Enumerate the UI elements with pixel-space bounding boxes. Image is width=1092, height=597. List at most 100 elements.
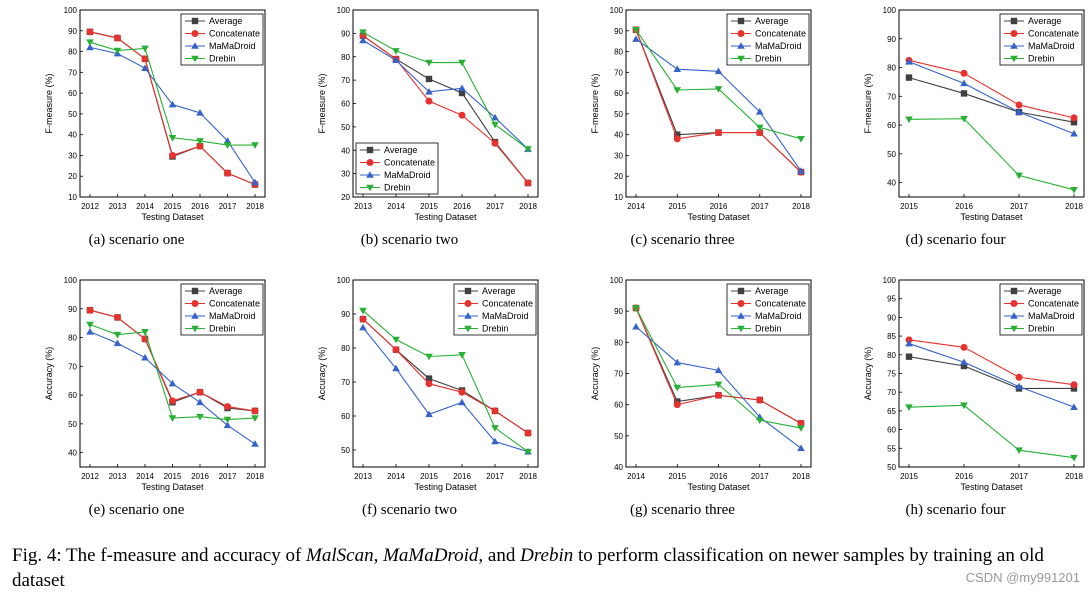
data-point-concatenate [756,396,764,404]
x-tick-label: 2018 [792,472,810,481]
data-point-drebin [196,413,204,421]
x-tick-label: 2016 [955,472,973,481]
y-tick-label: 100 [337,276,351,285]
data-point-average [1070,119,1078,126]
y-tick-label: 80 [68,334,77,343]
legend-marker-concatenate [737,30,745,37]
legend: Average Concatenate MaMaDroid Drebin [726,283,810,336]
legend-marker-drebin [1010,55,1018,63]
legend-marker-average [1010,287,1018,295]
data-point-mamadroid [1070,403,1078,410]
y-tick-label: 100 [883,276,897,285]
y-tick-label: 90 [68,27,77,36]
plot-frame [898,9,1085,198]
y-axis-title: F-measure (%) [863,73,873,133]
y-tick-label: 60 [887,121,896,130]
x-axis-title: Testing Dataset [414,482,477,492]
legend-marker-mamadroid [1010,42,1018,49]
x-axis-title: Testing Dataset [687,212,750,222]
data-point-concatenate [458,388,466,396]
data-point-mamadroid [86,43,94,51]
data-point-mamadroid [491,437,499,445]
data-point-mamadroid [223,137,232,144]
data-point-concatenate [458,111,466,119]
x-axis-title: Testing Dataset [141,212,204,222]
x-axis-title: Testing Dataset [687,482,750,492]
data-point-mamadroid [1070,129,1078,137]
y-tick-label: 100 [883,6,897,15]
data-point-mamadroid [797,444,805,452]
legend-label-drebin: Drebin [755,54,782,64]
y-tick-label: 40 [887,179,896,188]
series-line-average [908,77,1075,123]
panel-caption: (e) scenario one [88,502,185,518]
data-point-concatenate [425,97,433,105]
x-tick-label: 2018 [792,202,810,211]
caption-prefix: Fig. 4: The f-measure and accuracy of [12,545,307,566]
x-tick-label: 2012 [81,472,99,481]
data-point-mamadroid [251,440,259,447]
panel-caption: (d) scenario four [905,232,1006,248]
legend: Average Concatenate MaMaDroid Drebin [999,283,1083,336]
y-tick-label: 70 [68,68,77,77]
data-point-drebin [491,121,499,129]
x-tick-label: 2013 [109,472,127,481]
y-tick-label: 80 [614,338,623,347]
data-point-concatenate [224,403,231,411]
legend-label-concatenate: Concatenate [755,299,806,309]
data-point-drebin [632,26,640,34]
chart-panel-d: 40 50 60 70 80 90 100 2015 2016 2017 2018 Testing D… [819,0,1092,270]
data-point-average [425,75,433,83]
legend-label-average: Average [755,16,788,26]
chart-c: 10 20 30 40 50 60 70 80 90 100 2014 2015 2016 2017 201… [590,6,812,222]
y-axis-title: F-measure (%) [590,73,600,133]
data-point-mamadroid [141,64,149,71]
data-point-average [960,90,968,97]
data-point-concatenate [114,313,121,321]
data-point-drebin [251,415,259,422]
x-tick-label: 2013 [354,472,372,481]
data-point-drebin [359,29,367,37]
y-tick-label: 60 [887,426,896,435]
x-tick-label: 2017 [1010,472,1028,481]
panel-caption: (g) scenario three [630,502,735,518]
legend-label-concatenate: Concatenate [1028,299,1079,309]
series-line-concatenate [908,59,1075,119]
panel-caption: (c) scenario three [630,232,735,248]
data-point-mamadroid [797,167,805,174]
legend: Average Concatenate MaMaDroid Drebin [355,142,439,195]
data-point-drebin [168,415,177,422]
legend-label-average: Average [1028,286,1061,296]
legend-label-mamadroid: MaMaDroid [209,311,256,321]
y-tick-label: 85 [887,332,896,341]
data-point-mamadroid [673,358,682,366]
legend-marker-average [737,287,745,295]
data-point-mamadroid [425,88,433,95]
data-point-concatenate [114,34,121,42]
x-tick-label: 2013 [109,202,127,211]
data-point-mamadroid [196,109,204,116]
series-line-average [908,356,1074,390]
x-axis-title: Testing Dataset [960,212,1023,222]
y-tick-label: 100 [64,6,78,15]
data-point-concatenate [1070,114,1078,122]
y-tick-label: 80 [887,351,896,360]
y-tick-label: 80 [341,344,350,353]
data-point-concatenate [756,129,764,137]
data-point-concatenate [425,380,433,388]
legend: Average Concatenate MaMaDroid Drebin [453,283,537,336]
legend-label-mamadroid: MaMaDroid [755,311,802,321]
legend-marker-drebin [1010,325,1018,333]
data-point-mamadroid [141,353,149,361]
legend-label-average: Average [209,16,242,26]
data-point-drebin [359,307,367,315]
legend-label-concatenate: Concatenate [755,29,806,39]
data-point-concatenate [715,391,722,399]
legend-marker-drebin [737,55,745,63]
x-tick-label: 2016 [191,202,209,211]
x-tick-label: 2015 [164,472,182,481]
data-point-drebin [673,87,682,94]
data-point-concatenate [169,151,176,159]
legend-label-mamadroid: MaMaDroid [755,41,802,51]
data-point-drebin [714,381,723,389]
